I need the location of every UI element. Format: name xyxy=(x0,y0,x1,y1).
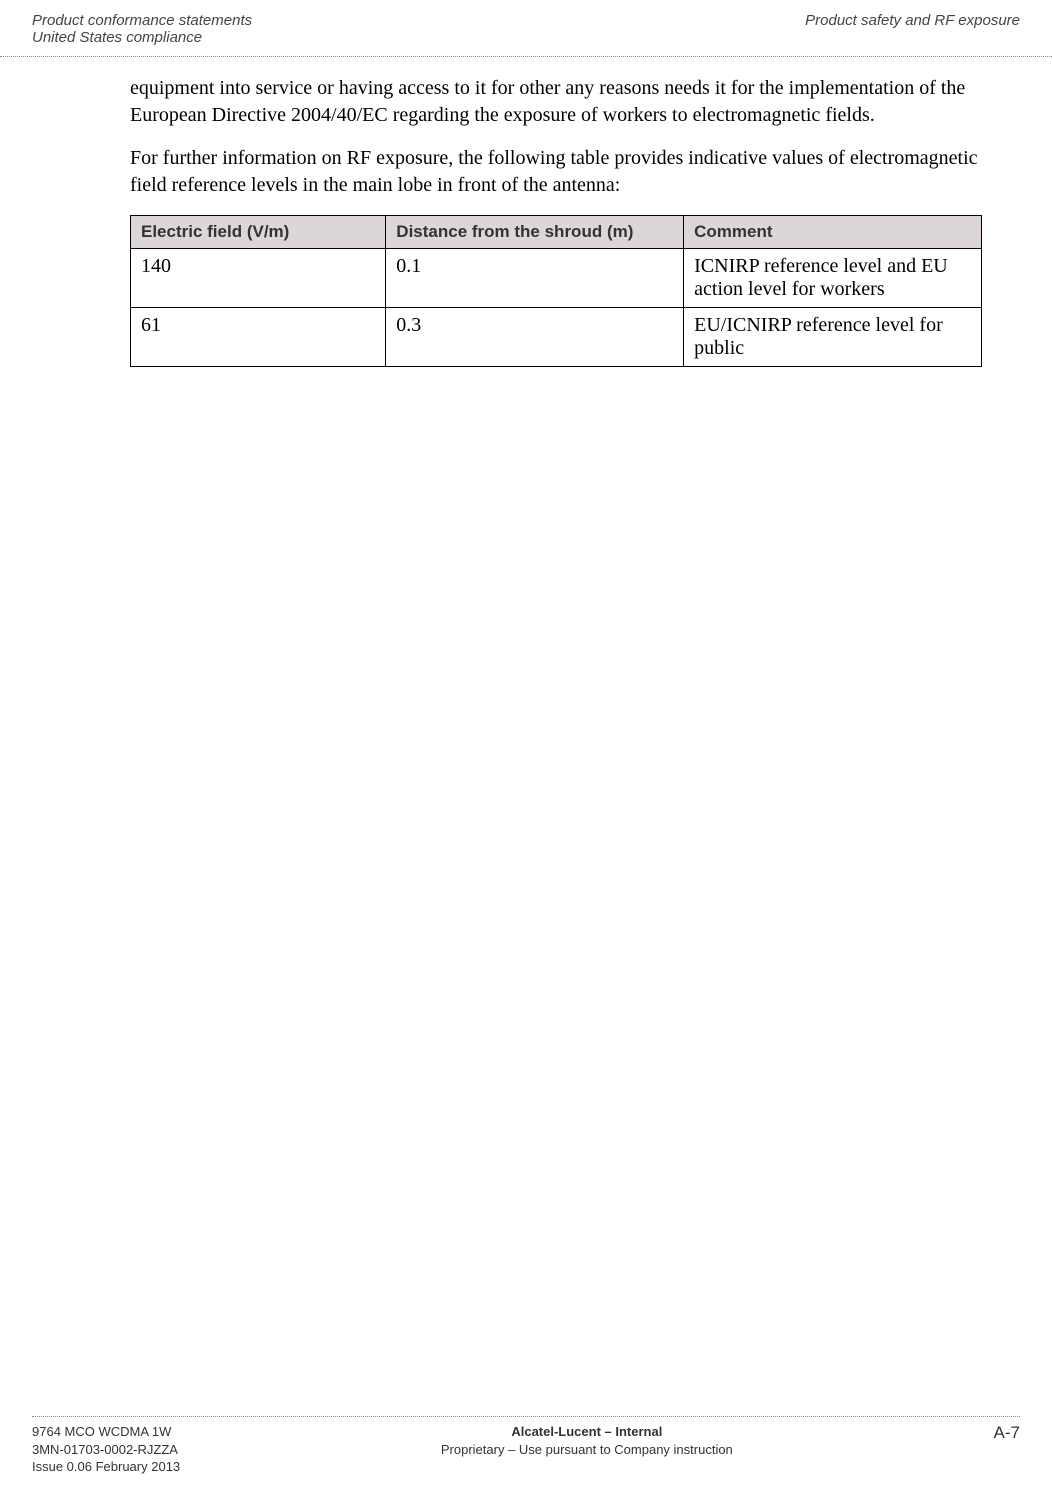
footer-issue-date: Issue 0.06 February 2013 xyxy=(32,1458,180,1476)
header-topic-title: Product safety and RF exposure xyxy=(805,12,1020,29)
paragraph-2: For further information on RF exposure, … xyxy=(130,145,982,199)
table-cell: 0.1 xyxy=(386,249,684,308)
footer-product-name: 9764 MCO WCDMA 1W xyxy=(32,1423,180,1441)
table-cell: EU/ICNIRP reference level for public xyxy=(684,308,982,367)
header-chapter-title: Product conformance statements xyxy=(32,12,252,29)
page-footer: 9764 MCO WCDMA 1W 3MN-01703-0002-RJZZA I… xyxy=(0,1416,1052,1476)
reference-levels-table: Electric field (V/m) Distance from the s… xyxy=(130,215,982,367)
footer-row: 9764 MCO WCDMA 1W 3MN-01703-0002-RJZZA I… xyxy=(32,1423,1020,1476)
footer-confidentiality: Alcatel-Lucent – Internal xyxy=(441,1423,733,1441)
header-divider xyxy=(0,56,1052,57)
table-header-electric-field: Electric field (V/m) xyxy=(131,216,386,249)
table-cell: 61 xyxy=(131,308,386,367)
footer-proprietary-note: Proprietary – Use pursuant to Company in… xyxy=(441,1441,733,1459)
footer-doc-number: 3MN-01703-0002-RJZZA xyxy=(32,1441,180,1459)
table-row: 140 0.1 ICNIRP reference level and EU ac… xyxy=(131,249,982,308)
footer-left: 9764 MCO WCDMA 1W 3MN-01703-0002-RJZZA I… xyxy=(32,1423,180,1476)
header-right: Product safety and RF exposure xyxy=(805,12,1020,46)
table-cell: 0.3 xyxy=(386,308,684,367)
table-header-distance: Distance from the shroud (m) xyxy=(386,216,684,249)
main-content: equipment into service or having access … xyxy=(0,75,1052,367)
footer-center: Alcatel-Lucent – Internal Proprietary – … xyxy=(441,1423,733,1458)
table-header-row: Electric field (V/m) Distance from the s… xyxy=(131,216,982,249)
page-header: Product conformance statements United St… xyxy=(0,0,1052,54)
footer-divider xyxy=(32,1416,1020,1417)
table-cell: 140 xyxy=(131,249,386,308)
header-section-title: United States compliance xyxy=(32,29,252,46)
table-row: 61 0.3 EU/ICNIRP reference level for pub… xyxy=(131,308,982,367)
paragraph-1: equipment into service or having access … xyxy=(130,75,982,129)
table-header-comment: Comment xyxy=(684,216,982,249)
footer-page-number: A-7 xyxy=(994,1423,1020,1443)
header-left: Product conformance statements United St… xyxy=(32,12,252,46)
table-cell: ICNIRP reference level and EU action lev… xyxy=(684,249,982,308)
